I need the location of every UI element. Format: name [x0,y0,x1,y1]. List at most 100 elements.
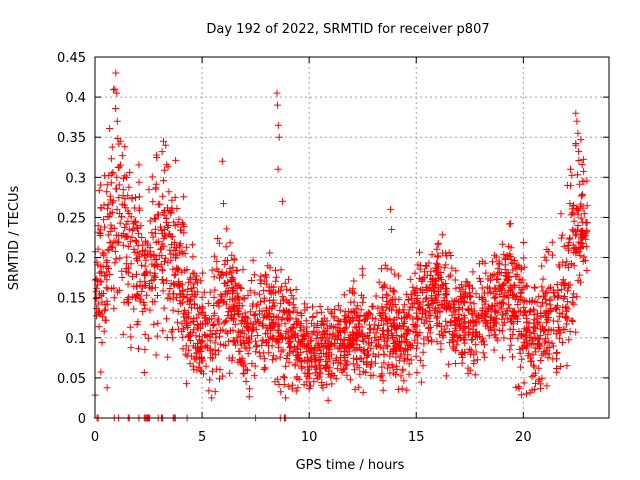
data-point [242,378,250,385]
data-point [457,323,464,331]
data-point [565,239,573,247]
data-point [277,388,285,396]
data-point [290,295,298,303]
data-point [454,337,462,345]
data-point [577,227,585,235]
data-point [570,202,578,210]
data-point [218,268,226,276]
data-point [461,324,469,332]
data-point [138,261,146,269]
data-point [104,200,112,208]
data-point [297,309,305,317]
data-point [548,238,556,246]
data-point [151,215,158,222]
data-point [574,171,581,179]
data-point [169,280,177,288]
data-point [247,277,255,284]
data-point [544,354,552,362]
data-point [122,220,130,228]
data-point [470,307,478,315]
data-point [565,336,573,344]
data-point [306,382,313,390]
data-point [204,299,212,307]
data-point [544,330,552,338]
data-point [557,210,565,218]
data-point [356,354,364,362]
data-point [228,274,236,281]
data-point [423,294,431,302]
data-point [542,337,549,345]
data-point [528,373,536,381]
data-point [419,362,427,370]
data-point [268,356,276,364]
y-tick-label: 0.15 [57,292,86,307]
data-point [384,343,392,351]
data-point [411,289,419,297]
data-point [309,303,316,311]
data-point [317,334,325,342]
data-point [375,341,382,349]
data-point [333,336,341,344]
data-point [226,239,234,247]
data-point [420,319,428,327]
data-point [486,272,494,280]
data-point [395,357,403,365]
data-point [135,178,143,186]
data-point [416,262,424,270]
data-point [138,288,146,295]
data-point [140,270,148,278]
data-point [375,278,383,286]
data-point [350,354,358,362]
data-point [383,298,391,305]
data-point [359,298,367,306]
data-point [445,305,453,313]
data-point [521,333,529,341]
data-point [325,342,333,350]
data-point [110,237,118,245]
data-point [128,293,136,301]
data-point [495,269,503,277]
data-point [272,355,280,363]
data-point [369,314,377,322]
data-point [530,327,538,335]
data-point [273,313,281,321]
data-point [279,373,287,381]
data-point [170,290,178,298]
data-point [372,292,380,300]
data-point [413,332,421,340]
data-point [329,330,337,338]
data-point [570,217,578,225]
data-point [297,322,305,330]
data-point [493,300,501,308]
data-point [209,349,217,357]
data-point [97,181,105,189]
data-point [580,253,588,261]
data-point [260,287,268,294]
data-point [171,271,179,278]
data-point [187,318,195,326]
data-point [566,281,574,289]
x-tick-label: 15 [408,430,425,445]
data-point [462,290,470,298]
data-point [222,269,230,277]
data-point [496,326,504,334]
data-point [94,222,102,230]
data-point [277,316,285,324]
data-point [472,328,480,336]
data-point [359,271,367,279]
data-point [501,254,509,262]
data-point [130,225,138,233]
data-point [520,303,528,311]
data-point [335,302,343,310]
data-point [505,301,513,309]
data-point [411,321,419,329]
data-point [193,366,201,374]
data-point [96,277,104,285]
data-point [496,303,504,311]
data-point [564,287,572,295]
data-point [229,336,237,344]
data-point [389,288,397,296]
data-point [210,293,218,301]
data-point [159,287,167,295]
data-point [113,173,121,181]
